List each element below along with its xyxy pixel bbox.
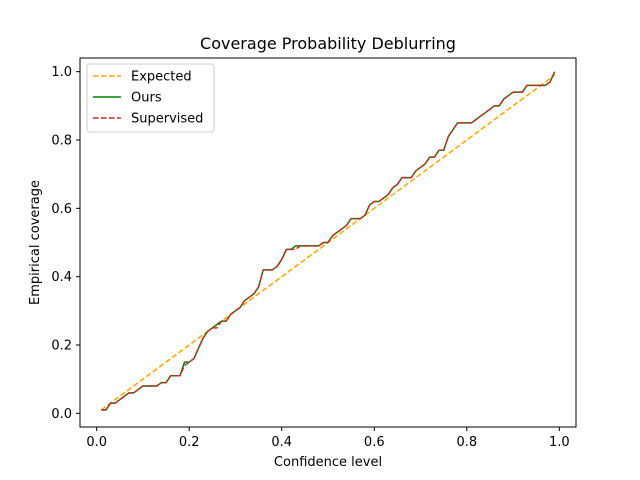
legend-box xyxy=(86,63,215,133)
y-tick-label: 0.2 xyxy=(51,339,72,354)
x-tick-label: 0.2 xyxy=(179,435,200,450)
x-tick-label: 0.8 xyxy=(456,435,477,450)
x-axis-ticks: 0.0 0.2 0.4 0.6 0.8 1.0 xyxy=(86,427,570,450)
plot-frame xyxy=(79,57,577,428)
y-tick-label: 0.4 xyxy=(51,270,72,285)
plot-lines xyxy=(100,71,556,411)
x-tick-label: 0.6 xyxy=(364,435,385,450)
y-axis-label: Empirical coverage xyxy=(28,180,43,305)
x-tick-label: 1.0 xyxy=(549,435,570,450)
y-axis-ticks: 0.0 0.2 0.4 0.6 0.8 1.0 xyxy=(51,65,80,422)
chart-title: Coverage Probability Deblurring xyxy=(200,34,456,53)
x-tick-label: 0.4 xyxy=(271,435,292,450)
y-tick-label: 0.8 xyxy=(51,134,72,149)
series-line-supervised xyxy=(101,71,556,411)
x-axis-label: Confidence level xyxy=(274,455,382,470)
legend-label-supervised: Supervised xyxy=(131,112,203,127)
legend-label-ours: Ours xyxy=(131,91,162,106)
y-tick-label: 0.6 xyxy=(51,202,72,217)
y-tick-label: 1.0 xyxy=(51,65,72,80)
legend-label-expected: Expected xyxy=(131,70,192,85)
x-tick-label: 0.0 xyxy=(86,435,107,450)
y-tick-label: 0.0 xyxy=(51,407,72,422)
legend: Expected Ours Supervised xyxy=(86,63,215,133)
